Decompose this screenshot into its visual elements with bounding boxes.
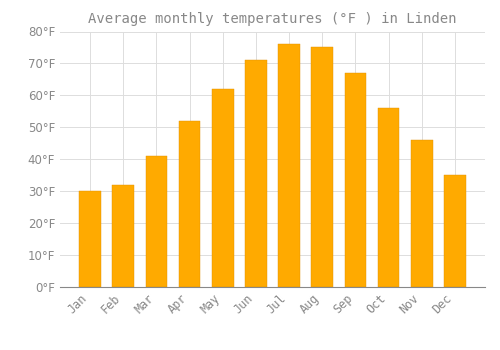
Bar <box>411 140 432 287</box>
Bar <box>146 156 167 287</box>
Bar <box>179 121 201 287</box>
Title: Average monthly temperatures (°F ) in Linden: Average monthly temperatures (°F ) in Li… <box>88 12 457 26</box>
Bar <box>278 44 300 287</box>
Bar <box>212 89 234 287</box>
Bar <box>80 191 101 287</box>
Bar <box>312 48 333 287</box>
Bar <box>378 108 400 287</box>
Bar <box>245 60 266 287</box>
Bar <box>344 73 366 287</box>
Bar <box>112 185 134 287</box>
Bar <box>444 175 466 287</box>
